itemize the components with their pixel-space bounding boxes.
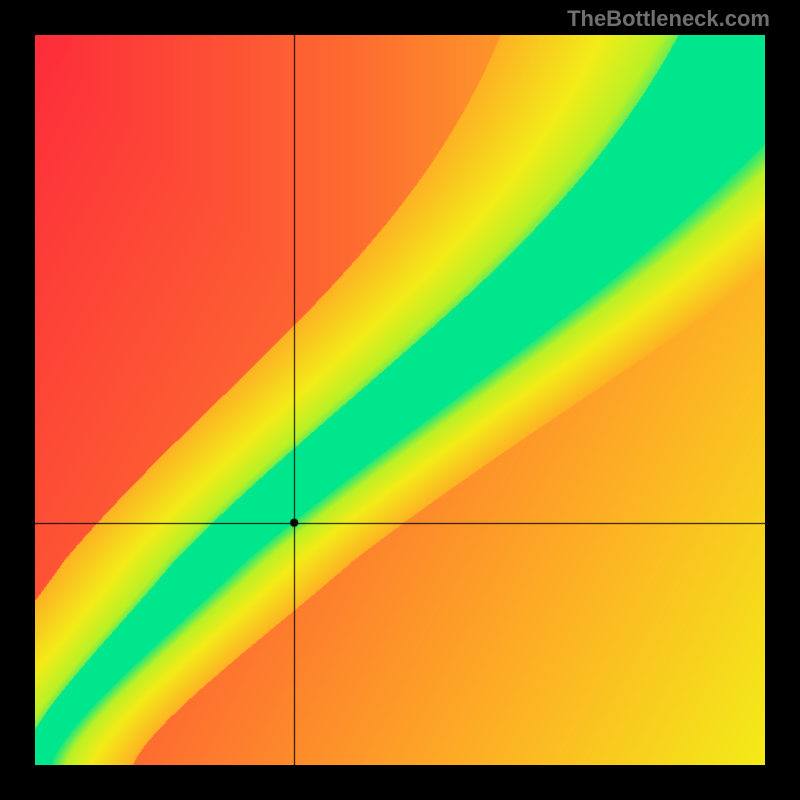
watermark-text: TheBottleneck.com — [567, 6, 770, 32]
chart-container: TheBottleneck.com — [0, 0, 800, 800]
bottleneck-heatmap — [35, 35, 765, 765]
